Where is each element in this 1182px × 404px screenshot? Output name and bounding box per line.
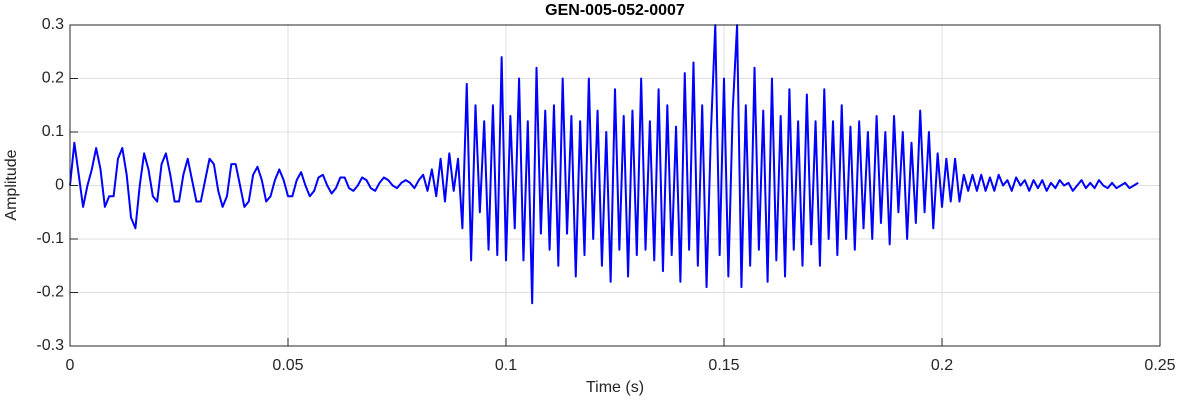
x-tick-label: 0.25 (1144, 357, 1175, 374)
y-tick-label: 0.3 (42, 16, 64, 33)
x-tick-label: 0.2 (931, 357, 953, 374)
x-tick-label: 0.15 (708, 357, 739, 374)
chart-title: GEN-005-052-0007 (545, 2, 685, 19)
y-tick-label: -0.3 (36, 337, 64, 354)
y-tick-label: -0.1 (36, 230, 64, 247)
axes-frame (69, 24, 1161, 347)
y-tick-label: -0.2 (36, 284, 64, 301)
x-axis-label: Time (s) (586, 379, 644, 396)
y-tick-label: 0 (55, 177, 64, 194)
x-tick-label: 0.05 (272, 357, 303, 374)
y-tick-label: 0.1 (42, 123, 64, 140)
x-tick-label: 0.1 (495, 357, 517, 374)
y-tick-label: 0.2 (42, 70, 64, 87)
y-axis-label: Amplitude (3, 149, 20, 220)
x-tick-label: 0 (66, 357, 75, 374)
waveform-line (69, 24, 1139, 305)
